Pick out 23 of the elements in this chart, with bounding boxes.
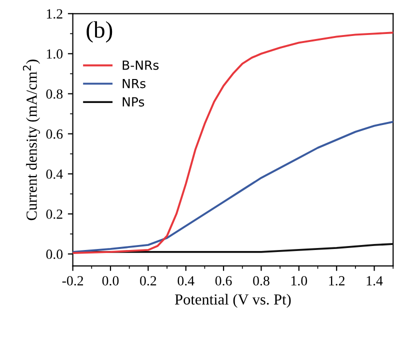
y-tick-label: 0.6 <box>46 129 63 139</box>
annotation: (b) <box>86 21 112 43</box>
x-tick-label: 1.0 <box>291 276 308 286</box>
x-tick-label: 0.4 <box>178 276 194 286</box>
y-tick-label: 1.2 <box>46 9 62 19</box>
x-tick-label: 1.4 <box>366 276 383 286</box>
legend-label: NRs <box>122 78 146 88</box>
x-axis-title: Potential (V vs. Pt) <box>174 294 291 308</box>
x-tick-label: 0.6 <box>215 276 232 286</box>
y-tick-label: 0.2 <box>46 209 62 219</box>
legend-label: B-NRs <box>122 60 159 70</box>
y-tick-label: 0.0 <box>46 250 63 259</box>
y-axis-title: Current density (mA/cm$^{2}$) <box>22 60 40 220</box>
y-tick-label: 1.0 <box>46 49 63 59</box>
y-tick-label: 0.4 <box>46 169 63 179</box>
line-series <box>72 120 394 253</box>
x-tick-label: 1.2 <box>329 276 345 286</box>
x-tick-label: 0.0 <box>102 276 119 286</box>
legend-label: NPs <box>122 97 144 107</box>
x-tick-label: -0.2 <box>62 276 84 286</box>
x-tick-label: 0.8 <box>253 276 270 286</box>
y-tick-label: 0.8 <box>46 89 63 99</box>
x-tick-label: 0.2 <box>140 276 156 286</box>
